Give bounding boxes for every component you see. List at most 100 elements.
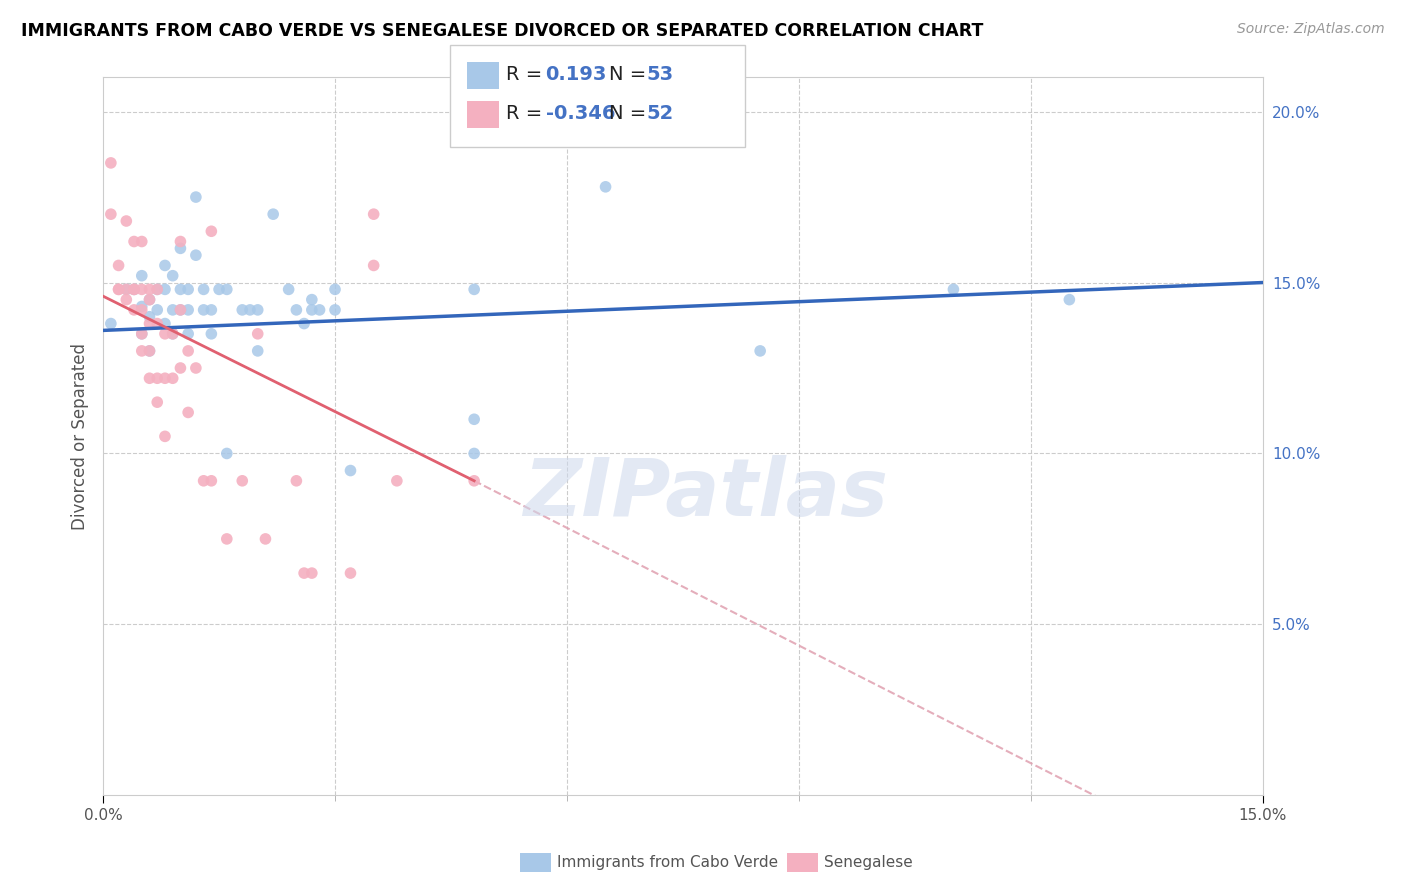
Text: ZIPatlas: ZIPatlas [523,455,889,533]
Point [184,190,207,204]
Point [285,302,308,317]
Y-axis label: Divorced or Separated: Divorced or Separated [72,343,89,530]
Point [122,282,145,296]
Point [146,395,169,409]
Point [177,282,200,296]
Text: 52: 52 [647,103,673,123]
Point [131,302,153,317]
Point [131,343,153,358]
Point [463,446,485,460]
Point [200,224,222,238]
Point [200,474,222,488]
Point [301,293,323,307]
Point [942,282,965,296]
Text: IMMIGRANTS FROM CABO VERDE VS SENEGALESE DIVORCED OR SEPARATED CORRELATION CHART: IMMIGRANTS FROM CABO VERDE VS SENEGALESE… [21,22,983,40]
Text: -0.346: -0.346 [546,103,614,123]
Point [146,302,169,317]
Point [200,302,222,317]
Point [131,282,153,296]
Point [100,317,122,331]
Text: 0.193: 0.193 [546,64,607,84]
Point [153,317,176,331]
Point [138,317,160,331]
Point [193,474,215,488]
Point [131,235,153,249]
Point [339,464,361,478]
Point [107,282,129,296]
Point [246,343,269,358]
Point [153,282,176,296]
Point [177,405,200,419]
Point [138,310,160,324]
Point [239,302,262,317]
Point [115,282,138,296]
Point [200,326,222,341]
Point [277,282,299,296]
Point [215,532,238,546]
Point [246,326,269,341]
Point [463,474,485,488]
Point [169,282,191,296]
Point [146,282,169,296]
Point [162,326,184,341]
Point [463,412,485,426]
Point [138,343,160,358]
Point [131,326,153,341]
Text: 53: 53 [647,64,673,84]
Point [463,282,485,296]
Text: Immigrants from Cabo Verde: Immigrants from Cabo Verde [557,855,778,870]
Point [153,371,176,385]
Point [301,302,323,317]
Point [122,282,145,296]
Point [169,302,191,317]
Point [231,302,253,317]
Point [122,235,145,249]
Point [138,282,160,296]
Point [153,259,176,273]
Point [177,302,200,317]
Point [138,371,160,385]
Point [595,179,617,194]
Text: R =: R = [506,103,543,123]
Point [131,326,153,341]
Point [231,474,253,488]
Point [292,317,315,331]
Point [301,566,323,580]
Point [115,214,138,228]
Point [153,326,176,341]
Point [138,343,160,358]
Point [107,259,129,273]
Point [208,282,231,296]
Point [323,302,346,317]
Point [122,302,145,317]
Point [146,282,169,296]
Point [162,371,184,385]
Point [169,235,191,249]
Point [177,326,200,341]
Point [162,326,184,341]
Point [254,532,277,546]
Point [193,282,215,296]
Point [122,282,145,296]
Point [184,361,207,376]
Point [115,282,138,296]
Point [246,302,269,317]
Point [100,207,122,221]
Text: N =: N = [609,103,645,123]
Point [146,371,169,385]
Point [138,293,160,307]
Point [285,474,308,488]
Point [363,207,385,221]
Point [193,302,215,317]
Point [169,302,191,317]
Point [138,293,160,307]
Point [262,207,284,221]
Point [292,566,315,580]
Point [1059,293,1081,307]
Point [153,429,176,443]
Point [385,474,408,488]
Point [184,248,207,262]
Point [339,566,361,580]
Text: R =: R = [506,64,543,84]
Point [107,282,129,296]
